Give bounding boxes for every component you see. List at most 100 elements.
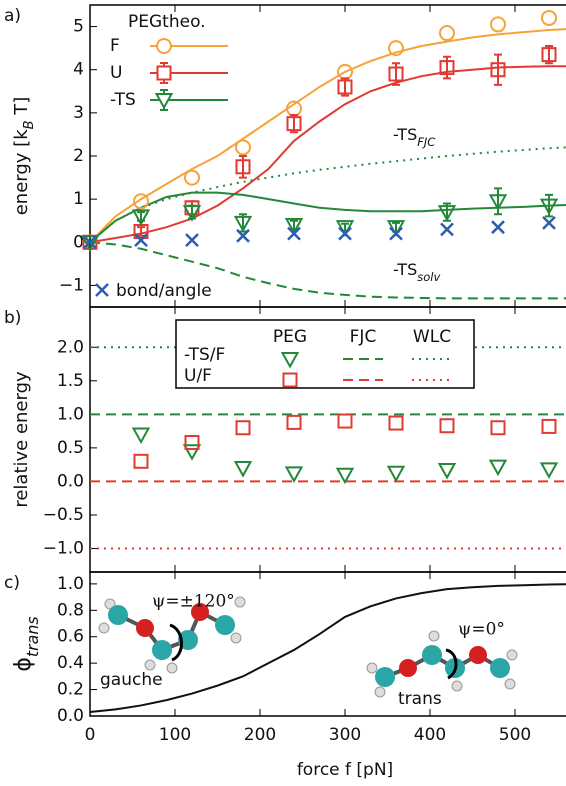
annotation: -TSFJC: [393, 125, 435, 149]
y-axis-label-part: trans: [23, 616, 42, 657]
y-axis-label-part: relative energy: [11, 371, 32, 508]
legend-label: -TS: [110, 90, 136, 110]
series-line: [89, 28, 566, 243]
y-tick-label: 3: [73, 103, 84, 123]
series-line: [89, 241, 566, 300]
legend-marker: [282, 372, 298, 388]
y-tick-label: 4: [73, 60, 84, 80]
y-tick-label: 0.6: [57, 627, 84, 647]
annotation: ψ=0°: [458, 620, 505, 640]
data-point: [338, 226, 352, 241]
legend-row: U/F: [184, 366, 212, 386]
y-axis-label-part: B: [22, 120, 37, 129]
x-axis-label: force f [pN]: [297, 760, 393, 780]
x-tick-label: 200: [244, 725, 276, 745]
panel-label: a): [4, 6, 21, 26]
data-point: [185, 233, 199, 248]
data-point: [235, 420, 251, 436]
molecule-gauche: [98, 596, 246, 674]
data-point: [287, 226, 301, 241]
data-point: [539, 198, 559, 216]
data-point: [182, 444, 202, 461]
data-point: [80, 235, 100, 252]
data-point: [488, 194, 508, 211]
legend-column: WLC: [413, 327, 451, 347]
y-tick-label: 0: [73, 232, 84, 252]
data-point: [437, 205, 457, 222]
y-axis-label: relative energy: [11, 371, 32, 508]
data-point: [388, 40, 404, 57]
data-point: [542, 215, 556, 230]
annotation: -TSsolv: [393, 260, 440, 284]
y-tick-label: 0.2: [57, 680, 84, 700]
data-point: [337, 413, 353, 429]
data-point: [337, 79, 353, 95]
legend-label: F: [110, 36, 120, 56]
legend-marker: [156, 38, 172, 54]
y-tick-label: 0.0: [57, 471, 84, 491]
y-axis-label-part: ϕ: [11, 657, 36, 672]
y-tick-label: −0.5: [43, 505, 84, 525]
y-tick-label: 2: [73, 146, 84, 166]
data-point: [490, 16, 506, 33]
legend-label: U: [110, 63, 122, 83]
legend-row: -TS/F: [184, 345, 225, 365]
data-point: [440, 222, 454, 237]
legend-box: [175, 319, 475, 389]
legend-column: PEG: [273, 327, 307, 347]
series-line: [89, 65, 566, 244]
data-point: [388, 66, 404, 82]
y-tick-label: 1.0: [57, 404, 84, 424]
legend-label: bond/angle: [116, 281, 212, 301]
data-point: [284, 218, 304, 235]
annotation: trans: [398, 689, 442, 709]
data-point: [133, 453, 149, 469]
x-tick-label: 500: [499, 725, 531, 745]
y-tick-label: 5: [73, 17, 84, 37]
x-tick-label: 300: [329, 725, 361, 745]
y-tick-label: 0.0: [57, 706, 84, 726]
legend-column: FJC: [350, 327, 377, 347]
y-axis-label: energy [kB T]: [11, 97, 37, 216]
data-point: [131, 209, 151, 226]
annotation-part: FJC: [417, 135, 435, 149]
data-point: [83, 235, 97, 250]
x-tick-label: 100: [159, 725, 191, 745]
y-axis-label-part: energy [k: [11, 129, 32, 215]
y-tick-label: 0.5: [57, 438, 84, 458]
legend-marker: [95, 283, 109, 297]
data-point: [386, 465, 406, 483]
error-bar: [494, 53, 502, 86]
data-point: [439, 418, 455, 434]
y-tick-label: 0.8: [57, 600, 84, 620]
data-point: [490, 62, 506, 78]
data-point: [133, 193, 149, 210]
y-tick-label: 2.0: [57, 337, 84, 357]
data-point: [437, 463, 457, 480]
data-point: [286, 116, 302, 132]
error-bar: [239, 155, 247, 179]
legend-title: PEGtheo.: [128, 12, 206, 32]
molecule-trans: [366, 630, 518, 698]
y-tick-label: 1.0: [57, 574, 84, 594]
data-point: [134, 233, 148, 248]
data-point: [541, 418, 557, 434]
data-point: [490, 420, 506, 436]
data-point: [439, 60, 455, 76]
series-line: [89, 583, 566, 714]
annotation: gauche: [100, 670, 163, 690]
panel-label: b): [4, 308, 21, 328]
annotation: ψ=±120°: [152, 592, 235, 612]
data-point: [131, 427, 151, 445]
error-bar: [443, 55, 451, 80]
annotation-part: -TS: [393, 125, 417, 144]
data-point: [539, 462, 559, 479]
data-point: [541, 47, 557, 63]
data-point: [491, 220, 505, 235]
data-point: [389, 226, 403, 241]
y-axis-label-part: T]: [11, 97, 32, 121]
y-tick-label: −1: [59, 275, 84, 295]
data-point: [233, 461, 253, 478]
x-tick-label: 0: [85, 725, 96, 745]
data-point: [184, 169, 200, 186]
